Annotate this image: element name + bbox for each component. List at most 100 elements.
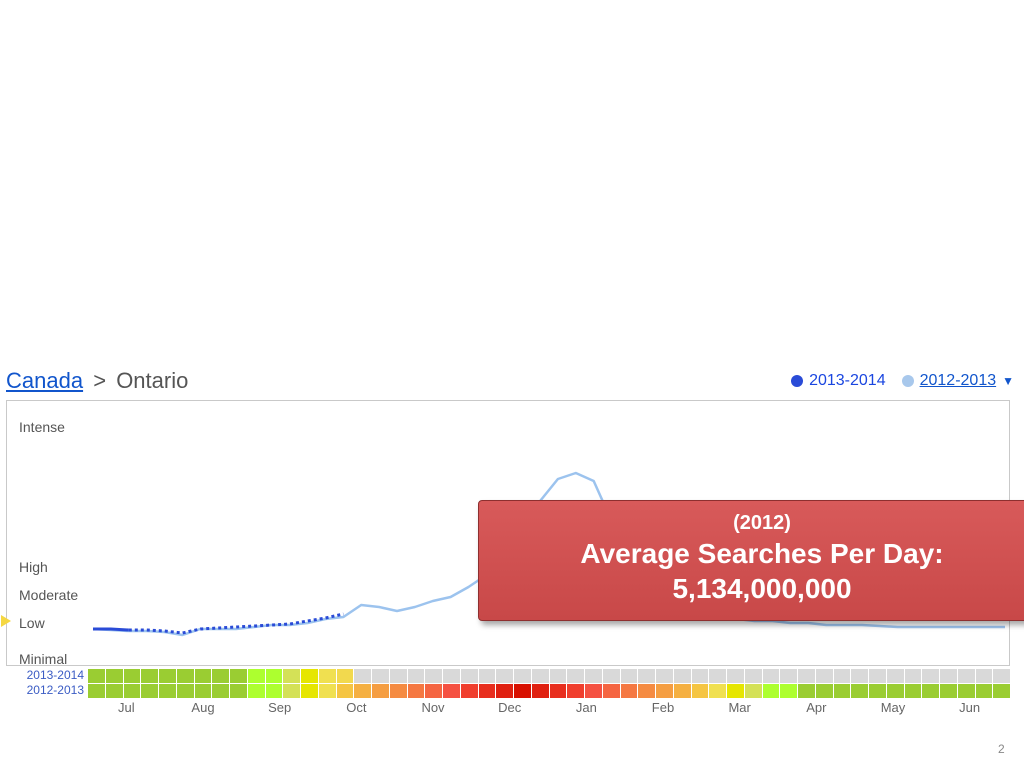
heatmap-cell (532, 669, 549, 683)
heatmap-cell (372, 669, 389, 683)
x-axis-tick: Nov (421, 700, 444, 715)
heatmap-cell (976, 669, 993, 683)
heatmap-cell (443, 684, 460, 698)
heatmap-cell (922, 684, 939, 698)
heatmap-cell (248, 669, 265, 683)
heatmap-cell (301, 669, 318, 683)
heatmap-cell (780, 684, 797, 698)
heatmap-cell (674, 684, 691, 698)
heatmap-cell (372, 684, 389, 698)
heatmap-cell (638, 684, 655, 698)
heatmap-cell (159, 684, 176, 698)
heatmap-cell (266, 669, 283, 683)
heatmap-cell (354, 684, 371, 698)
heatmap-row: 2013-2014 (6, 668, 1010, 683)
legend-dropdown-caret[interactable]: ▼ (1002, 374, 1014, 388)
legend-label-series2-link[interactable]: 2012-2013 (920, 372, 997, 390)
heatmap-cell (124, 669, 141, 683)
heatmap-cell (727, 669, 744, 683)
heatmap-cell (195, 684, 212, 698)
heatmap: 2013-20142012-2013 (6, 668, 1010, 698)
heatmap-cell (496, 669, 513, 683)
y-axis-label: Intense (19, 419, 65, 435)
heatmap-cell (479, 684, 496, 698)
heatmap-cell (763, 669, 780, 683)
heatmap-cell (692, 684, 709, 698)
heatmap-cell (709, 669, 726, 683)
heatmap-cell (851, 684, 868, 698)
heatmap-cell (993, 684, 1010, 698)
heatmap-cell (834, 684, 851, 698)
x-axis-tick: Jan (576, 700, 597, 715)
heatmap-cell (958, 669, 975, 683)
x-axis-tick: Jul (118, 700, 135, 715)
x-axis-tick: May (881, 700, 906, 715)
heatmap-cell (212, 669, 229, 683)
heatmap-cell (425, 684, 442, 698)
heatmap-cell (958, 684, 975, 698)
heatmap-cell (461, 684, 478, 698)
heatmap-row-label: 2013-2014 (6, 668, 88, 683)
line-series-2013-2014 (93, 629, 129, 630)
heatmap-cell (745, 684, 762, 698)
heatmap-cells (88, 669, 1010, 683)
heatmap-cell (869, 669, 886, 683)
heatmap-cell (479, 669, 496, 683)
breadcrumb: Canada > Ontario (6, 368, 188, 394)
heatmap-cell (88, 669, 105, 683)
x-axis-tick: Sep (268, 700, 291, 715)
heatmap-cell (905, 684, 922, 698)
x-axis: JulAugSepOctNovDecJanFebMarAprMayJun (88, 698, 1008, 718)
heatmap-cell (940, 684, 957, 698)
y-axis-label: High (19, 559, 48, 575)
y-axis-label: Low (19, 615, 45, 631)
heatmap-cell (603, 669, 620, 683)
callout-year: (2012) (497, 511, 1024, 536)
heatmap-cell (816, 669, 833, 683)
callout-value: 5,134,000,000 (497, 571, 1024, 606)
x-axis-tick: Jun (959, 700, 980, 715)
y-axis-label: Minimal (19, 651, 67, 667)
heatmap-row: 2012-2013 (6, 683, 1010, 698)
heatmap-cell (532, 684, 549, 698)
heatmap-cell (976, 684, 993, 698)
heatmap-cell (656, 684, 673, 698)
breadcrumb-separator: > (93, 368, 106, 393)
legend-label-series1: 2013-2014 (809, 372, 886, 390)
heatmap-cell (141, 684, 158, 698)
heatmap-cell (212, 684, 229, 698)
heatmap-cell (674, 669, 691, 683)
heatmap-cell (550, 684, 567, 698)
heatmap-cell (230, 684, 247, 698)
heatmap-cell (390, 684, 407, 698)
heatmap-cell (408, 669, 425, 683)
heatmap-cell (319, 684, 336, 698)
heatmap-cell (266, 684, 283, 698)
heatmap-cell (709, 684, 726, 698)
heatmap-cell (692, 669, 709, 683)
heatmap-cell (408, 684, 425, 698)
heatmap-cell (319, 669, 336, 683)
heatmap-cell (780, 669, 797, 683)
heatmap-cell (461, 669, 478, 683)
page-number: 2 (998, 742, 1005, 756)
heatmap-cell (567, 669, 584, 683)
heatmap-cell (887, 669, 904, 683)
heatmap-cell (905, 669, 922, 683)
heatmap-cell (585, 669, 602, 683)
heatmap-cell (337, 684, 354, 698)
legend: 2013-2014 2012-2013 ▼ (791, 372, 1014, 390)
heatmap-cell (887, 684, 904, 698)
x-axis-tick: Apr (806, 700, 826, 715)
x-axis-tick: Mar (728, 700, 750, 715)
heatmap-cell (922, 669, 939, 683)
heatmap-cells (88, 684, 1010, 698)
heatmap-cell (993, 669, 1010, 683)
heatmap-cell (354, 669, 371, 683)
callout-title: Average Searches Per Day: (497, 536, 1024, 571)
breadcrumb-parent-link[interactable]: Canada (6, 368, 83, 393)
heatmap-cell (106, 669, 123, 683)
heatmap-cell (869, 684, 886, 698)
stat-callout: (2012) Average Searches Per Day: 5,134,0… (478, 500, 1024, 621)
heatmap-cell (177, 669, 194, 683)
